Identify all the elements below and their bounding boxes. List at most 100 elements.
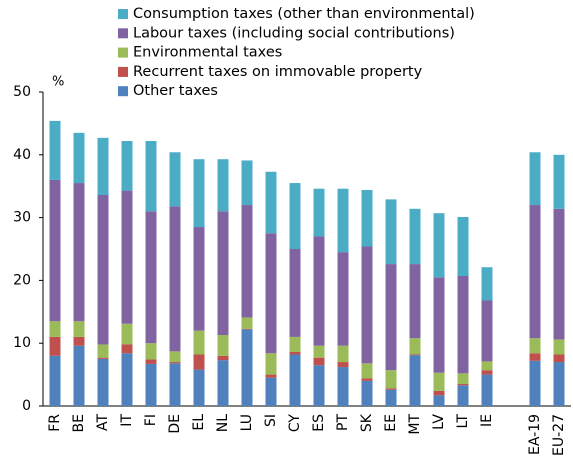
bar-segment — [73, 336, 85, 346]
bar-segment — [337, 188, 349, 253]
bar-segment — [289, 336, 301, 352]
bar-segment — [361, 363, 373, 379]
bar-segment — [121, 190, 133, 324]
bar-segment — [145, 343, 157, 360]
bar-segment — [241, 205, 253, 318]
bar-segment — [289, 354, 301, 406]
bar-segment — [361, 246, 373, 364]
bar-segment — [217, 159, 229, 212]
bar-segment — [529, 353, 541, 361]
bar-segment — [409, 208, 421, 265]
legend-swatch — [118, 47, 128, 58]
bar-segment — [121, 140, 133, 191]
legend-swatch — [118, 66, 128, 77]
bar-segment — [481, 370, 493, 375]
bar-segment — [337, 345, 349, 363]
bar-segment — [361, 380, 373, 406]
bar-segment — [433, 277, 445, 373]
bar-segment — [169, 152, 181, 207]
bar-segment — [73, 183, 85, 322]
bar-segment — [409, 264, 421, 339]
x-tick-label: AT — [95, 414, 111, 431]
bar-segment — [145, 363, 157, 406]
x-tick-label: EU-27 — [551, 414, 567, 456]
bar-segment — [265, 171, 277, 234]
y-axis-unit: % — [52, 75, 64, 90]
bar-segment — [49, 179, 61, 322]
y-tick-label: 40 — [13, 147, 31, 163]
bar-segment — [73, 321, 85, 337]
x-tick-label: FR — [47, 414, 63, 432]
x-tick-label: PT — [335, 414, 351, 431]
bar-segment — [193, 369, 205, 406]
x-tick-label: BE — [71, 414, 87, 432]
bar-segment — [385, 199, 397, 265]
bar-segment — [553, 354, 565, 363]
bar-segment — [457, 276, 469, 374]
bar-segment — [217, 360, 229, 406]
y-tick-label: 10 — [13, 335, 31, 351]
bar-segment — [313, 188, 325, 237]
x-tick-label: IT — [119, 414, 135, 427]
bar-segment — [385, 370, 397, 389]
bar-segment — [97, 194, 109, 345]
bar-segment — [241, 329, 253, 406]
y-tick-label: 50 — [13, 84, 31, 100]
bar-segment — [457, 385, 469, 406]
bar-segment — [409, 354, 421, 356]
bar-segment — [385, 264, 397, 371]
bar-segment — [241, 317, 253, 329]
bar-segment — [193, 330, 205, 355]
legend-label: Other taxes — [133, 83, 218, 99]
legend-swatch — [118, 28, 128, 39]
bar-segment — [481, 300, 493, 362]
bar-segment — [241, 160, 253, 206]
bar-segment — [97, 344, 109, 358]
legend-label: Consumption taxes (other than environmen… — [133, 6, 475, 22]
bar-segment — [73, 132, 85, 184]
bar-segment — [265, 233, 277, 354]
bar-segment — [529, 338, 541, 354]
bar-segment — [217, 211, 229, 336]
bar-segment — [121, 323, 133, 345]
bar-segment — [97, 137, 109, 195]
bar-segment — [49, 355, 61, 406]
legend-swatch — [118, 86, 128, 97]
bar-segment — [481, 361, 493, 371]
bar-segment — [529, 360, 541, 406]
bar-segment — [385, 388, 397, 390]
bar-segment — [217, 335, 229, 356]
bar-segment — [193, 159, 205, 228]
bar-segment — [529, 152, 541, 206]
bar-segment — [457, 373, 469, 385]
bar-segment — [361, 189, 373, 247]
bar-segment — [193, 354, 205, 370]
bar-segment — [145, 359, 157, 364]
bar-segment — [289, 351, 301, 355]
x-tick-label: SK — [359, 413, 375, 432]
bar-segment — [553, 362, 565, 406]
bar-segment — [457, 384, 469, 386]
bar-segment — [337, 252, 349, 346]
x-tick-label: FI — [143, 414, 159, 426]
x-tick-label: LU — [239, 414, 255, 431]
bar-segment — [409, 338, 421, 355]
y-tick-label: 20 — [13, 272, 31, 288]
legend-label: Environmental taxes — [133, 45, 282, 61]
bar-segment — [553, 154, 565, 209]
bar-segment — [313, 365, 325, 406]
legend-swatch — [118, 9, 128, 19]
bar-segment — [337, 367, 349, 406]
bar-segment — [49, 120, 61, 180]
bar-segment — [121, 353, 133, 406]
bar-segment — [433, 390, 445, 396]
x-tick-label: MT — [407, 414, 423, 435]
legend-label: Recurrent taxes on immovable property — [133, 64, 423, 80]
x-tick-label: EE — [383, 414, 399, 432]
bar-segment — [97, 358, 109, 406]
legend: Consumption taxes (other than environmen… — [118, 6, 475, 99]
bar-segment — [97, 357, 109, 359]
bar-segment — [169, 362, 181, 364]
bar-segment — [145, 140, 157, 212]
